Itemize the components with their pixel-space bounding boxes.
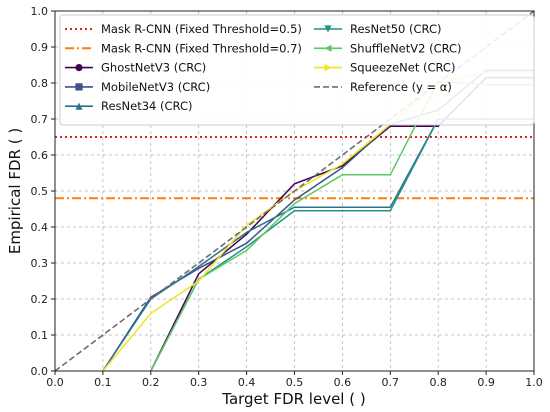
- legend-item: ShuffleNetV2 (CRC): [314, 41, 462, 55]
- legend-box: [59, 14, 535, 126]
- series-marker: [324, 44, 332, 52]
- y-tick-label: 0.0: [31, 365, 49, 378]
- legend-label: ShuffleNetV2 (CRC): [350, 41, 462, 55]
- legend-label: GhostNetV3 (CRC): [101, 61, 206, 75]
- x-tick-label: 0.3: [190, 376, 208, 389]
- legend-label: SqueezeNet (CRC): [350, 61, 455, 75]
- x-axis-label: Target FDR level ( ): [221, 390, 365, 408]
- x-tick-label: 0.9: [477, 376, 495, 389]
- series-marker: [324, 25, 332, 33]
- y-tick-label: 0.5: [31, 185, 49, 198]
- x-tick-label: 0.6: [334, 376, 352, 389]
- legend-item: ResNet50 (CRC): [314, 22, 441, 36]
- x-tick-label: 0.1: [94, 376, 112, 389]
- y-tick-label: 0.6: [31, 149, 49, 162]
- legend-item: ResNet34 (CRC): [65, 99, 192, 113]
- legend-label: Mask R-CNN (Fixed Threshold=0.7): [101, 41, 302, 55]
- legend-item: GhostNetV3 (CRC): [65, 61, 206, 75]
- x-tick-label: 0.7: [382, 376, 400, 389]
- x-tick-label: 0.2: [142, 376, 160, 389]
- legend-item: Mask R-CNN (Fixed Threshold=0.7): [65, 41, 302, 55]
- legend-item: Mask R-CNN (Fixed Threshold=0.5): [65, 22, 302, 36]
- legend-item: Reference (y = α): [314, 80, 452, 94]
- y-tick-label: 0.1: [31, 329, 49, 342]
- y-tick-label: 0.8: [31, 77, 49, 90]
- legend: Mask R-CNN (Fixed Threshold=0.5) Mask R-C…: [59, 14, 535, 126]
- y-tick-label: 1.0: [31, 5, 49, 18]
- series-marker: [75, 102, 83, 110]
- y-tick-label: 0.3: [31, 257, 49, 270]
- legend-item: MobileNetV3 (CRC): [65, 80, 210, 94]
- x-tick-label: 1.0: [525, 376, 543, 389]
- x-tick-label: 0.4: [238, 376, 256, 389]
- y-tick-label: 0.2: [31, 293, 49, 306]
- x-tick-label: 0.5: [286, 376, 304, 389]
- legend-label: Mask R-CNN (Fixed Threshold=0.5): [101, 22, 302, 36]
- axis-ticks: 0.0 0.1 0.2 0.3 0.4 0.5 0.6 0.7 0.8 0.9 1.0 0.0 0.1 0…: [31, 5, 543, 389]
- series-marker: [75, 64, 83, 72]
- y-tick-label: 0.9: [31, 41, 49, 54]
- series-marker: [324, 64, 332, 72]
- series-marker: [75, 83, 83, 91]
- legend-label: ResNet50 (CRC): [350, 22, 441, 36]
- y-axis-label: Empirical FDR ( ): [6, 128, 24, 254]
- y-tick-label: 0.7: [31, 113, 49, 126]
- legend-label: MobileNetV3 (CRC): [101, 80, 210, 94]
- legend-item: SqueezeNet (CRC): [314, 61, 455, 75]
- x-tick-label: 0.8: [429, 376, 447, 389]
- x-tick-label: 0.0: [46, 376, 64, 389]
- legend-label: ResNet34 (CRC): [101, 99, 192, 113]
- legend-label: Reference (y = α): [350, 80, 452, 94]
- y-tick-label: 0.4: [31, 221, 49, 234]
